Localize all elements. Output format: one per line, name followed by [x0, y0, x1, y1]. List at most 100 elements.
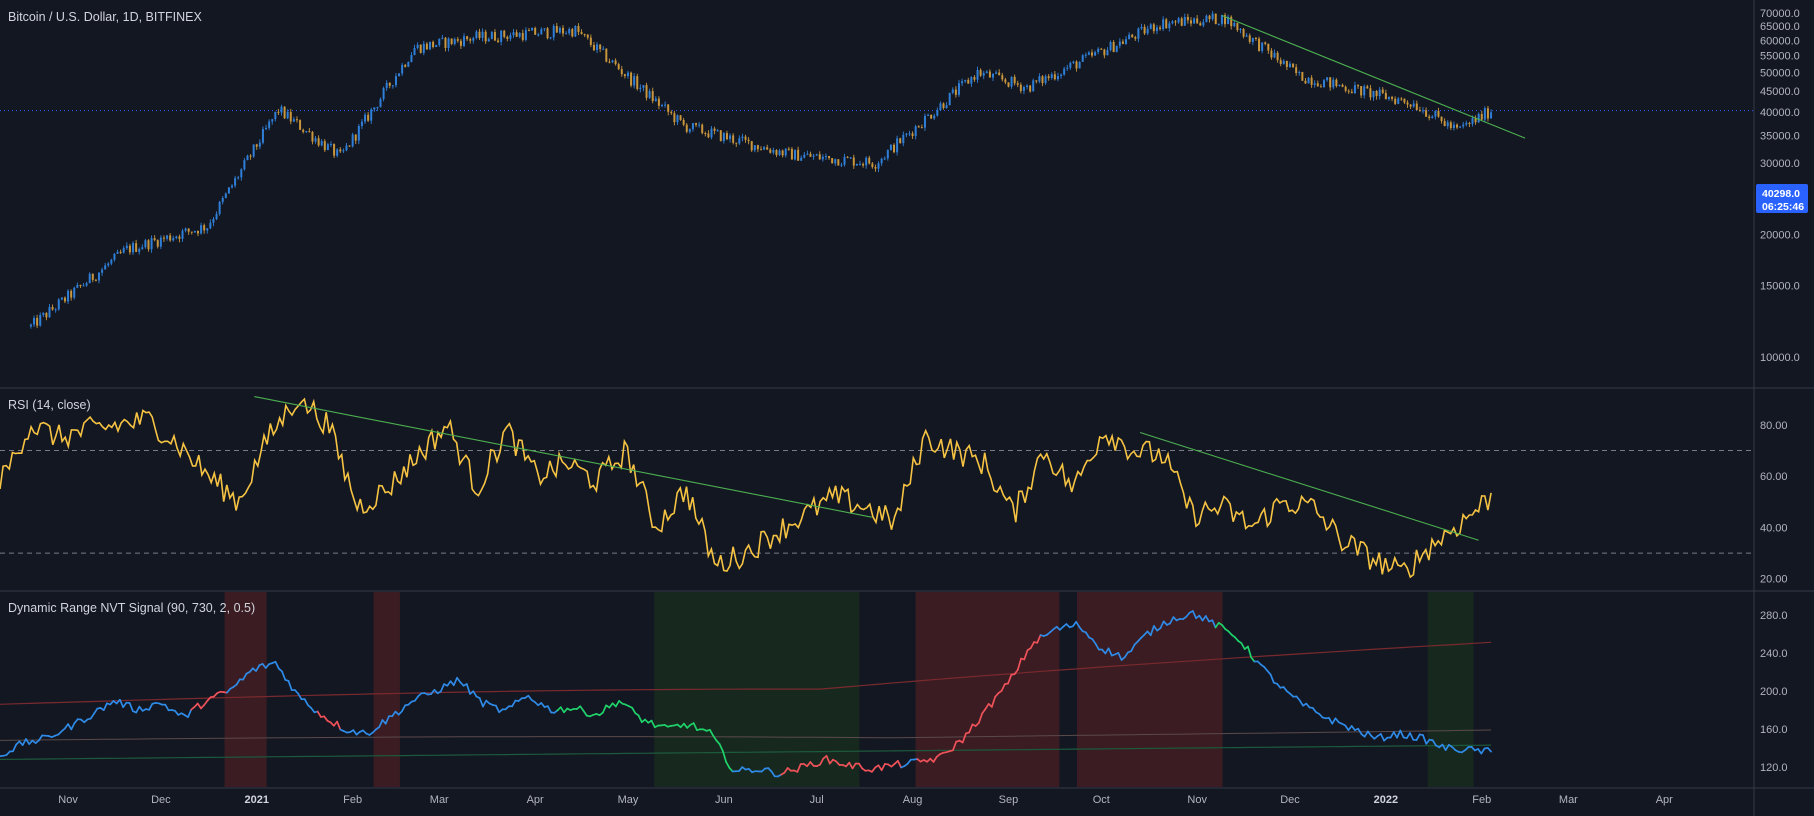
candle-body	[178, 236, 181, 239]
candle-body	[596, 44, 599, 51]
nvt-signal-segment	[1441, 743, 1447, 751]
candle-body	[1177, 18, 1180, 23]
nvt-signal-segment	[952, 740, 958, 752]
nvt-signal-segment	[1023, 649, 1029, 661]
nvt-signal-segment	[877, 764, 883, 772]
candle-body	[447, 38, 450, 49]
candle-body	[617, 64, 620, 70]
candle-body	[933, 115, 936, 119]
candle-body	[181, 230, 184, 239]
candle-body	[1174, 21, 1177, 23]
nvt-signal-segment	[1331, 717, 1337, 725]
nvt-signal-segment	[806, 761, 812, 768]
nvt-signal-segment	[725, 761, 731, 769]
nvt-signal-segment	[1295, 695, 1301, 702]
candle-body	[905, 133, 908, 135]
candle-body	[1121, 41, 1124, 44]
nvt-signal-segment	[631, 706, 637, 714]
candle-body	[1162, 19, 1165, 30]
candle-body	[521, 32, 524, 40]
candle-body	[667, 104, 670, 112]
candle-body	[150, 238, 153, 250]
candle-body	[311, 131, 314, 142]
time-axis[interactable]: Nov Dec 2021 Feb Mar Apr May Jun Jul Aug Sep Oct Nov…	[58, 794, 1673, 806]
price-axis-tick: 15000.0	[1760, 281, 1800, 293]
candle-body	[466, 36, 469, 40]
candle-body	[323, 141, 326, 151]
candle-body	[425, 43, 428, 50]
candle-body	[1276, 52, 1279, 61]
nvt-signal-segment	[482, 699, 488, 708]
candle-body	[1446, 122, 1449, 127]
candle-body	[218, 201, 221, 214]
nvt-signal-segment	[1016, 657, 1022, 671]
candle-body	[982, 72, 985, 76]
candle-body	[775, 150, 778, 155]
nvt-signal-segment	[848, 761, 854, 770]
candle-body	[1378, 89, 1381, 97]
candle-body	[979, 69, 982, 76]
time-axis-label: Apr	[527, 794, 544, 806]
nvt-signal-segment	[1415, 733, 1421, 741]
candle-body	[1143, 26, 1146, 34]
nvt-signal-segment	[602, 704, 607, 714]
candle-body	[985, 71, 988, 73]
candle-body	[1335, 79, 1338, 87]
nvt-pane[interactable]: Dynamic Range NVT Signal (90, 730, 2, 0.…	[0, 601, 1788, 778]
candle-body	[128, 245, 131, 253]
candle-body	[490, 32, 493, 40]
time-axis-label: Feb	[1472, 794, 1491, 806]
candle-body	[719, 130, 722, 142]
candle-body	[747, 139, 750, 142]
rsi-pane[interactable]: RSI (14, close) 80.00 60.00 40.00 20.00	[0, 396, 1788, 586]
candle-body	[1211, 13, 1214, 20]
candle-body	[1227, 16, 1230, 25]
candle-body	[1159, 27, 1162, 30]
candle-body	[1137, 28, 1140, 39]
candle-body	[1366, 86, 1369, 89]
candle-body	[518, 32, 521, 37]
nvt-signal-segment	[1149, 625, 1155, 637]
candle-body	[493, 32, 496, 41]
candle-body	[685, 124, 688, 132]
candle-body	[1310, 77, 1313, 85]
candle-body	[388, 82, 391, 86]
candle-body	[766, 147, 769, 150]
candle-body	[911, 133, 914, 137]
candle-body	[1165, 19, 1168, 29]
candle-body	[599, 44, 602, 50]
candle-body	[1087, 52, 1090, 55]
time-axis-label: Aug	[903, 794, 923, 806]
candle-body	[695, 123, 698, 125]
candle-body	[48, 307, 51, 318]
candle-body	[1313, 83, 1316, 85]
candle-body	[1248, 35, 1251, 42]
candle-body	[1332, 79, 1335, 88]
candle-body	[227, 187, 230, 194]
candle-body	[896, 138, 899, 153]
candle-body	[1428, 116, 1431, 118]
nvt-signal-segment	[274, 660, 280, 670]
nvt-signal-segment	[540, 702, 546, 708]
nvt-signal-segment	[683, 722, 689, 729]
candle-body	[503, 30, 506, 37]
nvt-signal-segment	[472, 690, 478, 698]
candle-body	[976, 69, 979, 80]
candle-body	[1341, 84, 1344, 87]
time-axis-label: Apr	[1656, 794, 1673, 806]
rsi-axis-tick: 60.00	[1760, 471, 1788, 483]
price-trendline[interactable]	[1221, 15, 1526, 139]
candle-body	[224, 193, 227, 198]
candle-body	[964, 79, 967, 82]
candle-body	[583, 34, 586, 36]
price-axis-tick: 70000.0	[1760, 8, 1800, 20]
nvt-signal-segment	[25, 738, 31, 745]
rsi-trendlines[interactable]	[254, 396, 1479, 541]
price-pane[interactable]: Bitcoin / U.S. Dollar, 1D, BITFINEX 7000…	[0, 8, 1808, 364]
candle-body	[373, 107, 376, 110]
candle-body	[871, 163, 874, 168]
candle-body	[500, 30, 503, 42]
candle-body	[119, 251, 122, 253]
